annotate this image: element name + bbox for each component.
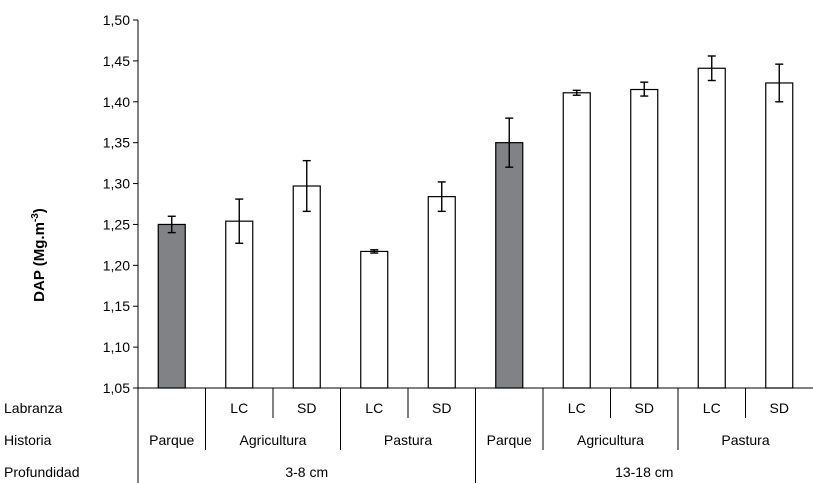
row-title-profundidad: Profundidad [4,464,80,480]
bar [630,88,659,389]
bar [765,82,794,389]
profundidad-label: 3-8 cm [285,464,328,480]
profundidad-label: 13-18 cm [615,464,673,480]
bar [360,250,389,389]
row-title-labranza: Labranza [4,400,63,416]
bar [427,196,456,389]
y-tick-label: 1,45 [103,53,130,69]
y-axis: 1,05 1,10 1,15 1,20 1,25 1,30 1,35 1,40 1,45 1,50 [103,12,139,396]
historia-label: Pastura [384,432,432,448]
labranza-label: SD [432,400,451,416]
labranza-label: LC [230,400,248,416]
row-title-historia: Historia [4,432,52,448]
y-tick-label: 1,35 [103,135,130,151]
historia-label: Pastura [721,432,769,448]
bar [225,220,254,389]
labranza-label: LC [365,400,383,416]
category-table: Labranza Historia Profundidad LC SD LC SD LC SD L… [4,388,789,483]
y-tick-label: 1,05 [103,380,130,396]
bars [138,55,813,389]
bar [292,185,321,389]
y-tick-label: 1,10 [103,339,130,355]
y-axis-label: DAP (Mg.m-3) [30,208,48,302]
y-tick-label: 1,15 [103,298,130,314]
historia-label: Parque [149,432,194,448]
historia-label: Parque [487,432,532,448]
labranza-label: LC [703,400,721,416]
y-tick-label: 1,40 [103,94,130,110]
bar [495,142,524,389]
y-tick-label: 1,25 [103,216,130,232]
y-tick-label: 1,20 [103,257,130,273]
bar [562,92,591,389]
labranza-label: SD [770,400,789,416]
labranza-label: SD [635,400,654,416]
labranza-label: LC [568,400,586,416]
bar [697,67,726,389]
labranza-label: SD [297,400,316,416]
y-tick-label: 1,50 [103,12,130,28]
bar [157,223,186,389]
y-tick-label: 1,30 [103,176,130,192]
historia-label: Agricultura [240,432,307,448]
historia-label: Agricultura [577,432,644,448]
